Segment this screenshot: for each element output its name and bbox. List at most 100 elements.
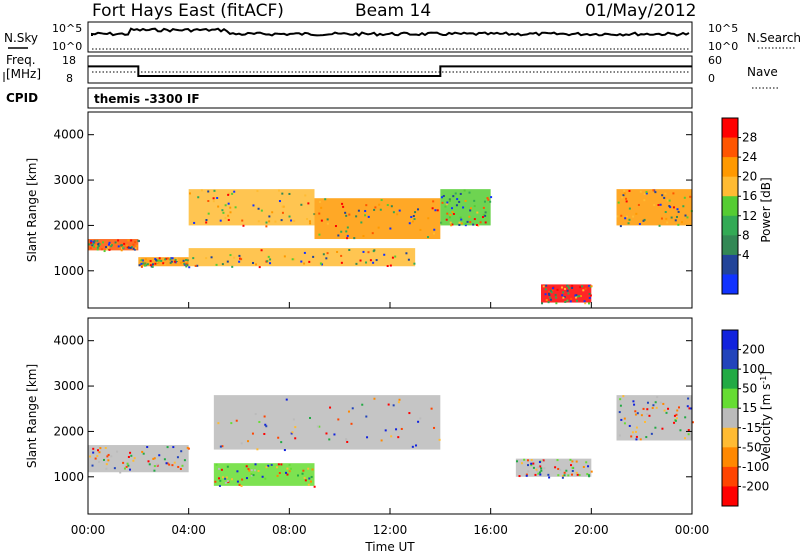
power-echo-speckle xyxy=(660,217,663,220)
velocity-echo-speckle xyxy=(181,464,184,467)
power-echo-speckle xyxy=(278,200,281,203)
velocity-echo-speckle xyxy=(373,397,376,400)
power-echo-speckle xyxy=(571,286,574,289)
power-colorbar-swatch xyxy=(722,137,738,158)
power-echo-speckle xyxy=(689,195,692,198)
x-axis: 00:00 04:00 08:00 12:00 16:00 20:00 00:00 xyxy=(71,302,709,537)
power-echo-speckle xyxy=(583,300,586,303)
power-echo-speckle xyxy=(340,261,343,264)
power-echo-speckle xyxy=(304,194,307,197)
power-echo-speckle xyxy=(386,265,389,268)
velocity-echo-speckle xyxy=(333,433,336,436)
velocity-echo-speckle xyxy=(520,462,523,465)
power-echo-speckle xyxy=(367,215,370,218)
velocity-echo-speckle xyxy=(166,446,169,449)
power-echo-speckle xyxy=(207,200,210,203)
power-echo-speckle xyxy=(643,199,646,202)
power-echo-speckle xyxy=(357,209,360,212)
power-echo-speckle xyxy=(96,246,99,249)
velocity-echo-speckle xyxy=(221,476,224,479)
power-echo-speckle xyxy=(260,249,263,252)
velocity-echo-speckle xyxy=(286,467,289,470)
power-echo-speckle xyxy=(372,261,375,264)
velocity-echo-speckle xyxy=(286,473,289,476)
velocity-echo-speckle xyxy=(540,467,543,470)
velocity-echo-speckle xyxy=(126,462,129,465)
velocity-echo-speckle xyxy=(634,413,637,416)
power-colorbar-frame xyxy=(721,117,739,295)
velocity-echo-speckle xyxy=(224,481,227,484)
velocity-echo-speckle xyxy=(536,470,539,473)
power-echo-speckle xyxy=(684,214,687,217)
velocity-colorbar-swatch xyxy=(722,486,738,507)
velocity-echo-speckle xyxy=(236,470,239,473)
power-echo-speckle xyxy=(355,215,358,218)
power-echo-speckle xyxy=(570,297,573,300)
velocity-echo-speckle xyxy=(171,464,174,467)
velocity-echo-speckle xyxy=(408,412,411,415)
power-echo-speckle xyxy=(623,192,626,195)
power-echo-speckle xyxy=(324,198,327,201)
power-echo-speckle xyxy=(169,261,172,264)
power-echo-speckle xyxy=(590,285,593,288)
power-echo-speckle xyxy=(229,206,232,209)
power-echo-speckle xyxy=(97,243,100,246)
power-echo-speckle xyxy=(550,291,553,294)
velocity-echo-speckle xyxy=(215,463,218,466)
power-echo-speckle xyxy=(128,246,131,249)
power-echo-speckle xyxy=(205,219,208,222)
velocity-echo-speckle xyxy=(571,460,574,463)
velocity-echo-speckle xyxy=(267,464,270,467)
velocity-echo-speckle xyxy=(142,452,145,455)
power-echo-speckle xyxy=(205,257,208,260)
power-colorbar-tick: 24 xyxy=(742,150,757,164)
power-echo-speckle xyxy=(588,296,591,299)
power-echo-speckle xyxy=(120,244,123,247)
velocity-echo-speckle xyxy=(634,410,637,413)
power-echo-speckle xyxy=(88,243,91,246)
power-ytick-label: 4000 xyxy=(53,128,84,142)
velocity-echo-speckle xyxy=(527,470,530,473)
velocity-echo-speckle xyxy=(557,467,560,470)
power-echo-speckle xyxy=(365,261,368,264)
power-colorbar-tick: 20 xyxy=(742,170,757,184)
power-echo-speckle xyxy=(668,199,671,202)
power-ytick-label: 1000 xyxy=(53,264,84,278)
power-echo-speckle xyxy=(222,211,225,214)
velocity-echo-speckle xyxy=(540,469,543,472)
velocity-echo-speckle xyxy=(288,463,291,466)
power-echo-speckle xyxy=(258,266,261,269)
power-echo-speckle xyxy=(419,228,422,231)
velocity-echo-speckle xyxy=(350,422,353,425)
power-echo-speckle xyxy=(194,264,197,267)
power-echo-speckle xyxy=(207,212,210,215)
power-echo-speckle xyxy=(675,215,678,218)
power-echo-speckle xyxy=(628,189,631,192)
velocity-echo-speckle xyxy=(280,463,283,466)
velocity-echo-speckle xyxy=(297,474,300,477)
power-echo-speckle xyxy=(269,258,272,261)
velocity-echo-speckle xyxy=(122,461,125,464)
power-echo-speckle xyxy=(176,259,179,262)
velocity-echo-speckle xyxy=(263,415,266,418)
power-echo-speckle xyxy=(221,263,224,266)
power-echo-region xyxy=(88,239,139,251)
velocity-echo-speckle xyxy=(380,439,383,442)
power-echo-speckle xyxy=(360,221,363,224)
velocity-echo-speckle xyxy=(270,463,273,466)
power-echo-speckle xyxy=(473,205,476,208)
velocity-echo-speckle xyxy=(525,473,528,476)
power-echo-speckle xyxy=(434,209,437,212)
velocity-echo-speckle xyxy=(257,469,260,472)
power-echo-speckle xyxy=(544,293,547,296)
velocity-echo-speckle xyxy=(646,412,649,415)
velocity-echo-speckle xyxy=(125,465,128,468)
velocity-echo-speckle xyxy=(539,473,542,476)
power-echo-speckle xyxy=(484,214,487,217)
power-colorbar-swatch xyxy=(722,157,738,178)
power-echo-speckle xyxy=(463,189,466,192)
power-echo-speckle xyxy=(555,296,558,299)
power-echo-speckle xyxy=(441,196,444,199)
power-echo-speckle xyxy=(102,241,105,244)
velocity-echo-speckle xyxy=(89,455,92,458)
